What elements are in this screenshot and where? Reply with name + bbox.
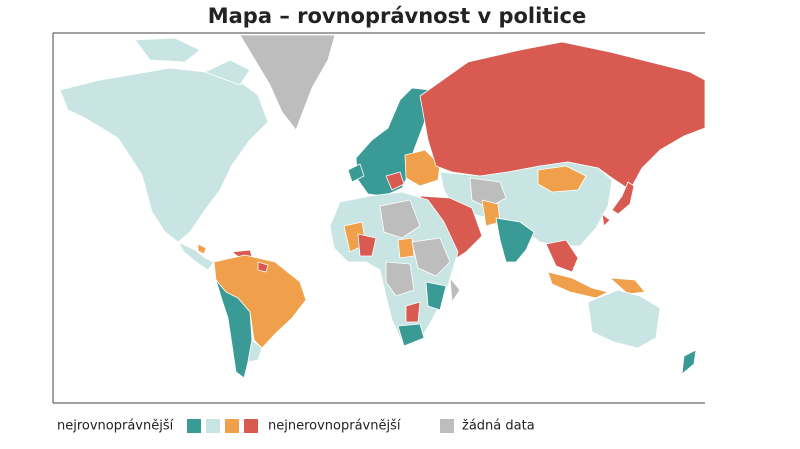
legend-swatch bbox=[206, 419, 220, 433]
legend-label-least-equal: nejnerovnoprávnější bbox=[268, 419, 401, 434]
legend: nejrovnoprávnější nejnerovnoprávnější žá… bbox=[57, 419, 535, 434]
legend-label-most-equal: nejrovnoprávnější bbox=[57, 419, 174, 434]
legend-swatch bbox=[244, 419, 258, 433]
world-map bbox=[59, 34, 706, 379]
legend-swatch bbox=[440, 419, 454, 433]
title: Mapa – rovnoprávnost v politice bbox=[208, 4, 587, 28]
legend-swatch bbox=[225, 419, 239, 433]
legend-label-no-data: žádná data bbox=[462, 419, 535, 434]
legend-swatch bbox=[187, 419, 201, 433]
map-frame bbox=[52, 32, 705, 404]
